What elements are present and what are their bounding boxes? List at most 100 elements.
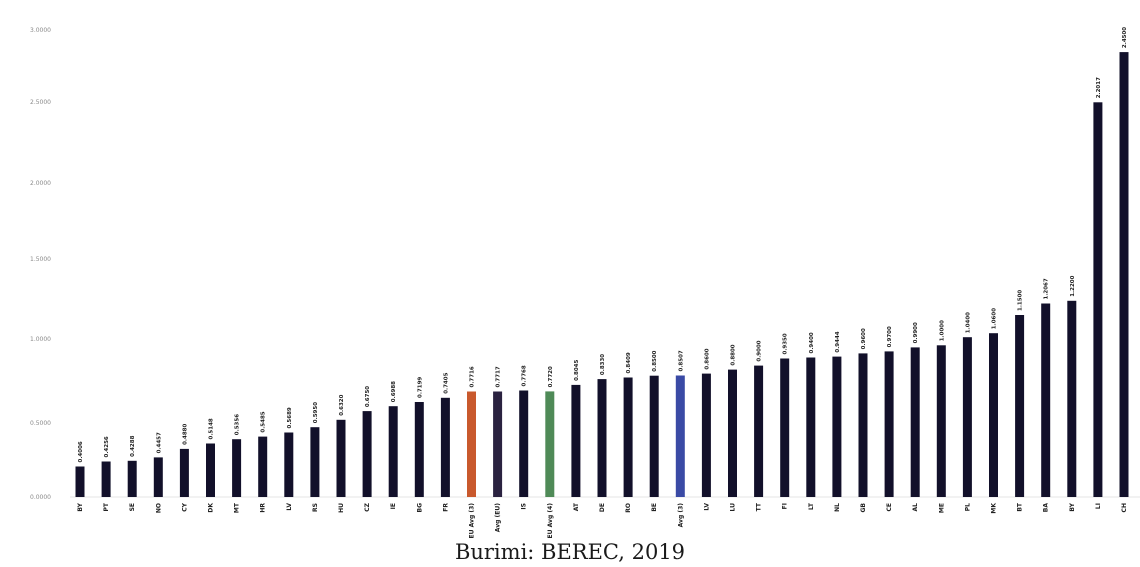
data-label: 0.7768 xyxy=(522,365,528,386)
bar xyxy=(284,432,294,497)
y-tick-label: 2.5000 xyxy=(30,99,51,106)
bar xyxy=(362,411,372,497)
bar xyxy=(545,391,555,497)
bar xyxy=(1015,315,1025,497)
x-tick-label: ME xyxy=(938,503,945,513)
data-label: 0.7720 xyxy=(548,366,554,387)
bar xyxy=(75,466,85,497)
bar xyxy=(1067,300,1077,497)
x-tick-label: AT xyxy=(573,502,580,511)
bar xyxy=(936,345,946,497)
bar xyxy=(519,390,529,497)
data-label: 0.4288 xyxy=(130,435,136,456)
bar xyxy=(310,427,320,497)
x-tick-label: IS xyxy=(521,503,528,510)
data-label: 0.6750 xyxy=(365,386,371,407)
data-label: 0.9600 xyxy=(861,328,867,349)
x-tick-label: BY xyxy=(77,502,84,511)
x-tick-label: RO xyxy=(625,503,632,513)
x-tick-label: BE xyxy=(651,503,658,512)
y-axis: 0.0000 0.5000 1.0000 1.5000 2.0000 2.5000 3.00… xyxy=(30,27,51,501)
data-label: 0.5148 xyxy=(209,418,215,439)
x-tick-label: FI xyxy=(782,503,789,509)
bar xyxy=(467,391,476,497)
x-tick-label: AL xyxy=(912,503,919,512)
bar xyxy=(127,460,137,497)
bar xyxy=(258,436,268,497)
x-tick-label: CH xyxy=(1121,503,1128,512)
y-tick-label: 0.5000 xyxy=(30,420,51,427)
bar xyxy=(571,384,581,497)
x-tick-label: HR xyxy=(260,503,267,513)
bar xyxy=(806,357,816,497)
data-label: 0.7716 xyxy=(470,366,476,387)
bar xyxy=(649,375,659,497)
data-label: 0.5356 xyxy=(235,414,241,435)
x-tick-label: HU xyxy=(338,503,345,513)
bar xyxy=(1041,303,1051,497)
x-tick-label: CY xyxy=(181,502,188,511)
data-label: 0.7717 xyxy=(496,366,502,387)
data-label: 0.7199 xyxy=(417,377,423,398)
bar xyxy=(597,379,607,497)
data-label: 1.0000 xyxy=(939,320,945,341)
data-label: 0.6320 xyxy=(339,394,345,415)
bar xyxy=(388,406,398,497)
bar xyxy=(623,377,633,497)
data-label: 0.6988 xyxy=(391,381,397,402)
x-tick-label: BY xyxy=(1069,502,1076,511)
bars xyxy=(75,52,1129,498)
data-label: 0.8045 xyxy=(574,360,580,381)
x-tick-label: LI xyxy=(1095,503,1102,509)
bar xyxy=(1093,102,1103,498)
x-tick-label: LT xyxy=(808,502,815,510)
y-tick-label: 0.0000 xyxy=(30,494,51,501)
data-label: 0.5689 xyxy=(287,407,293,428)
x-tick-label: MK xyxy=(991,503,998,514)
data-label: 0.9700 xyxy=(887,326,893,347)
bar xyxy=(206,443,215,497)
data-label: 0.4880 xyxy=(182,424,188,445)
data-label: 1.0400 xyxy=(965,312,971,333)
x-tick-label: DK xyxy=(208,503,215,513)
bar xyxy=(675,375,685,497)
bar xyxy=(101,461,111,497)
bar xyxy=(754,365,764,497)
x-tick-label: GB xyxy=(860,503,867,513)
data-label: 2.4500 xyxy=(1122,27,1128,48)
x-tick-label: EU Avg (3) xyxy=(469,503,476,539)
x-tick-label: LV xyxy=(703,503,710,511)
x-tick-label: CE xyxy=(886,503,893,512)
data-label: 0.9000 xyxy=(757,340,763,361)
data-label: 0.8330 xyxy=(600,354,606,375)
bar xyxy=(910,347,920,497)
bar xyxy=(1119,52,1129,497)
data-label: 1.2200 xyxy=(1070,275,1076,296)
bar xyxy=(989,333,998,497)
x-tick-label: Avg (EU) xyxy=(495,503,502,532)
data-label: 0.4256 xyxy=(104,436,110,457)
data-label: 0.5485 xyxy=(261,411,267,432)
data-label: 0.4457 xyxy=(156,432,162,453)
y-tick-label: 1.0000 xyxy=(30,336,51,343)
data-label: 0.9400 xyxy=(809,332,815,353)
data-label: 0.8500 xyxy=(652,350,658,371)
x-tick-label: MT xyxy=(234,502,241,513)
bar xyxy=(858,353,868,497)
x-tick-label: PL xyxy=(964,503,971,511)
bar xyxy=(780,358,790,497)
x-tick-label: DE xyxy=(599,503,606,512)
x-tick-label: SE xyxy=(129,503,136,511)
x-tick-label: LU xyxy=(730,503,737,512)
x-tick-label: RS xyxy=(312,503,319,512)
x-tick-label: BA xyxy=(1043,503,1050,513)
data-label: 0.4006 xyxy=(78,441,84,462)
y-tick-label: 1.5000 xyxy=(30,256,51,263)
data-label: 0.8800 xyxy=(731,344,737,365)
bar xyxy=(884,351,894,497)
x-tick-label: NL xyxy=(834,503,841,512)
data-label: 0.8600 xyxy=(704,348,710,369)
data-label: 0.8409 xyxy=(626,352,632,373)
bar xyxy=(336,419,346,497)
